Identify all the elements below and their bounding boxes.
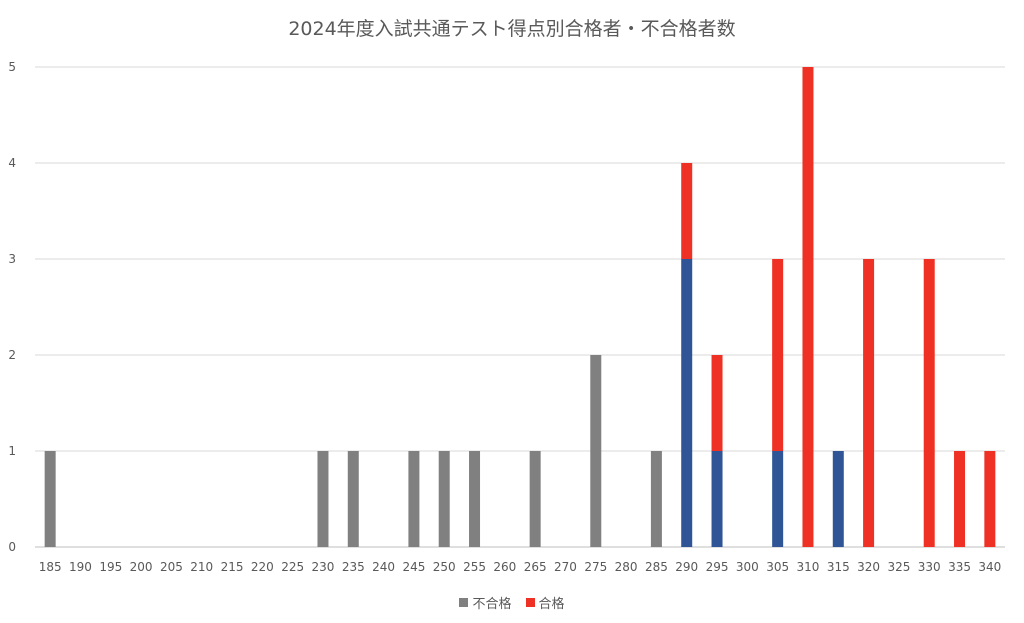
x-tick-label: 275 (584, 560, 607, 574)
x-tick-label: 240 (372, 560, 395, 574)
x-tick-label: 290 (675, 560, 698, 574)
x-tick-label: 315 (827, 560, 850, 574)
bar-segment (984, 451, 996, 547)
y-tick-label: 1 (8, 444, 16, 458)
y-tick-label: 4 (8, 156, 16, 170)
legend-label-fail: 不合格 (472, 597, 512, 612)
bar-segment (681, 259, 693, 547)
x-tick-label: 300 (736, 560, 759, 574)
bar-segment (711, 451, 723, 547)
x-tick-label: 270 (554, 560, 577, 574)
x-tick-label: 220 (251, 560, 274, 574)
x-tick-label: 325 (887, 560, 910, 574)
x-tick-label: 205 (160, 560, 183, 574)
x-tick-label: 185 (39, 560, 62, 574)
y-tick-label: 2 (8, 348, 16, 362)
x-tick-label: 335 (948, 560, 971, 574)
bar-segment (681, 163, 693, 259)
bar-segment (347, 451, 359, 547)
x-tick-label: 200 (130, 560, 153, 574)
bar-segment (711, 355, 723, 451)
x-tick-label: 225 (281, 560, 304, 574)
bar-segment (529, 451, 541, 547)
x-tick-label: 280 (615, 560, 638, 574)
x-tick-label: 235 (342, 560, 365, 574)
bar-segment (772, 259, 784, 451)
chart-title: 2024年度入試共通テスト得点別合格者・不合格者数 (288, 18, 736, 40)
y-tick-label: 5 (8, 60, 16, 74)
x-tick-label: 210 (190, 560, 213, 574)
x-tick-label: 255 (463, 560, 486, 574)
x-tick-label: 330 (918, 560, 941, 574)
bar-segment (832, 451, 844, 547)
bar-segment (317, 451, 329, 547)
bar-segment (469, 451, 481, 547)
bar-segment (408, 451, 420, 547)
bar-segment (44, 451, 56, 547)
x-tick-label: 320 (857, 560, 880, 574)
legend-item-fail: 不合格 (459, 593, 512, 612)
bar-segment (954, 451, 966, 547)
y-tick-label: 0 (8, 540, 16, 554)
bar-segment (923, 259, 935, 547)
legend: 不合格 合格 (0, 593, 1024, 612)
x-tick-label: 190 (69, 560, 92, 574)
x-tick-label: 305 (766, 560, 789, 574)
x-tick-label: 245 (402, 560, 425, 574)
x-tick-label: 230 (312, 560, 335, 574)
legend-label-pass: 合格 (538, 597, 565, 612)
bar-segment (863, 259, 875, 547)
bar-segment (590, 355, 602, 547)
x-tick-label: 310 (797, 560, 820, 574)
bar-segment (772, 451, 784, 547)
x-tick-label: 285 (645, 560, 668, 574)
x-tick-label: 250 (433, 560, 456, 574)
bar-segment (650, 451, 662, 547)
legend-item-pass: 合格 (525, 593, 565, 612)
legend-swatch-fail (459, 598, 469, 607)
x-tick-label: 215 (221, 560, 244, 574)
bar-segment (438, 451, 450, 547)
x-tick-label: 340 (978, 560, 1001, 574)
bar-segment (802, 67, 814, 547)
x-tick-label: 260 (493, 560, 516, 574)
x-tick-label: 295 (706, 560, 729, 574)
x-tick-label: 265 (524, 560, 547, 574)
legend-swatch-pass (525, 598, 535, 607)
y-tick-label: 3 (8, 252, 16, 266)
x-tick-label: 195 (99, 560, 122, 574)
